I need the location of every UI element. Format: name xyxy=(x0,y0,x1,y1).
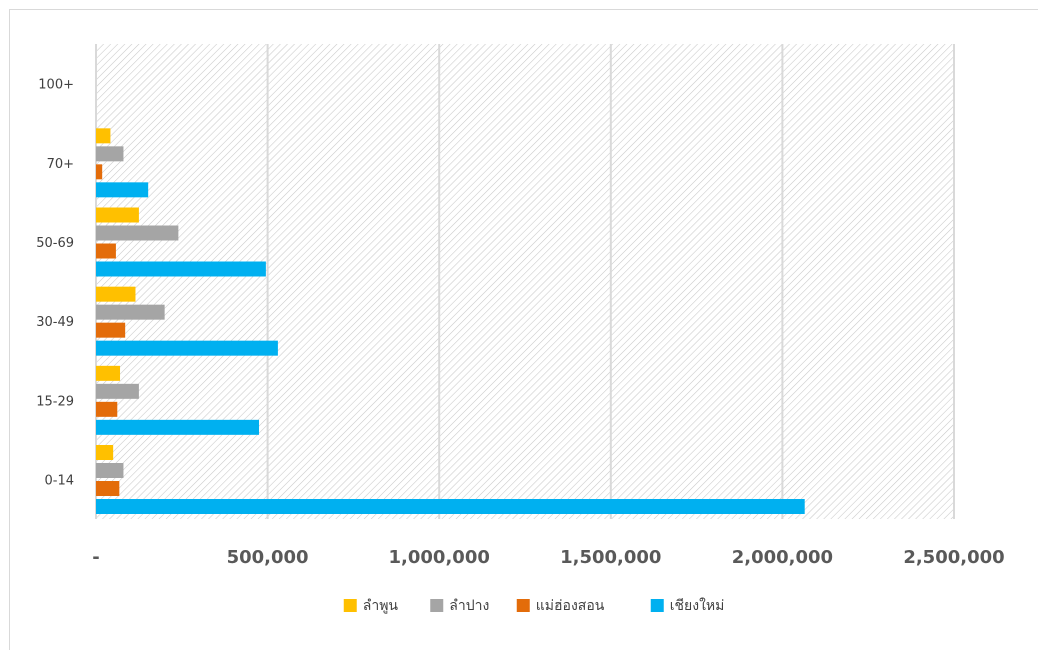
bar xyxy=(96,322,126,338)
y-tick-label: 30-49 xyxy=(36,315,74,330)
bar xyxy=(96,207,139,223)
x-tick-label: 1,500,000 xyxy=(560,547,661,568)
y-axis-labels: 0-14 15-29 30-49 50-69 70+ 100+ xyxy=(36,78,74,489)
gridlines xyxy=(95,44,955,519)
bar xyxy=(96,304,165,320)
bar xyxy=(96,182,149,198)
legend-swatch xyxy=(430,599,444,612)
legend-label: เชียงใหม่ xyxy=(670,597,725,614)
bar xyxy=(96,243,116,259)
bar xyxy=(96,286,136,302)
bar xyxy=(96,340,278,356)
legend-swatch xyxy=(650,599,664,612)
bar xyxy=(96,419,260,435)
bar xyxy=(96,481,120,496)
bar xyxy=(96,164,103,180)
legend-swatch xyxy=(343,599,357,612)
x-axis-labels: - 500,000 1,000,000 1,500,000 2,000,000 2,500… xyxy=(92,547,1004,568)
plot-area xyxy=(96,44,954,519)
x-tick-label: - xyxy=(92,547,99,568)
bar xyxy=(96,365,121,381)
bar xyxy=(96,261,266,277)
x-tick-label: 2,000,000 xyxy=(732,547,833,568)
legend-swatch xyxy=(516,599,530,612)
bar-chart: 0-14 15-29 30-49 50-69 70+ 100+ - 500,000 1,000… xyxy=(36,44,1005,614)
bar xyxy=(96,401,118,417)
bar xyxy=(96,225,179,241)
bar xyxy=(96,445,114,460)
y-tick-label: 0-14 xyxy=(44,474,74,489)
bar xyxy=(96,146,124,162)
y-tick-label: 100+ xyxy=(38,78,74,93)
y-tick-label: 15-29 xyxy=(36,394,74,409)
bar xyxy=(96,463,124,478)
bar xyxy=(96,128,111,144)
chart-frame: 0-14 15-29 30-49 50-69 70+ 100+ - 500,000 1,000… xyxy=(9,9,1038,650)
legend-label: แม่ฮ่องสอน xyxy=(536,598,605,614)
legend-label: ลำปาง xyxy=(449,598,489,614)
x-tick-label: 500,000 xyxy=(227,547,309,568)
y-tick-label: 50-69 xyxy=(36,236,74,251)
bar xyxy=(96,499,805,514)
x-tick-label: 2,500,000 xyxy=(903,547,1004,568)
y-tick-label: 70+ xyxy=(47,157,74,172)
x-tick-label: 1,000,000 xyxy=(389,547,490,568)
legend-label: ลำพูน xyxy=(363,598,399,614)
bar xyxy=(96,383,139,399)
bars xyxy=(96,128,805,514)
legend: ลำพูน ลำปาง แม่ฮ่องสอน เชียงใหม่ xyxy=(343,597,725,614)
